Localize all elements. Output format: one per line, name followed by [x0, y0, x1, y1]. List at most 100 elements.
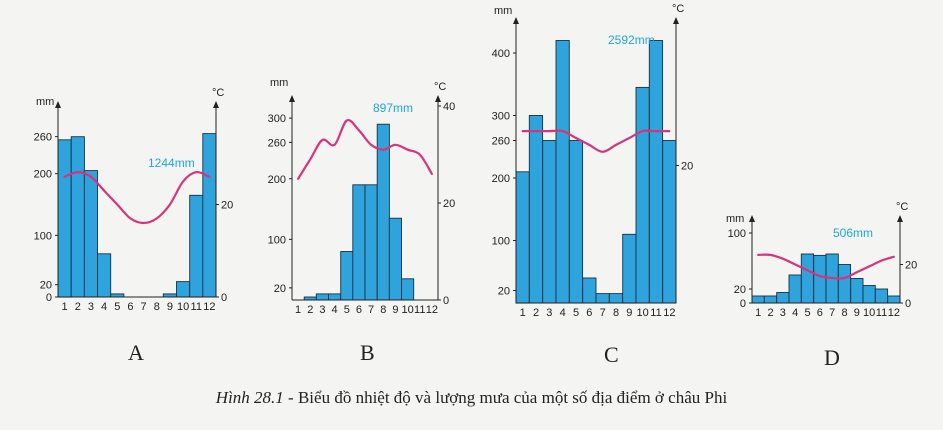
chart-a-rain-bar [57, 139, 72, 298]
chart-b-month-label: 2 [307, 304, 313, 316]
chart-a-month-label: 4 [101, 301, 107, 313]
chart-a-month-label: 5 [114, 301, 120, 313]
chart-c-rain-bar [528, 115, 544, 304]
chart-d-month-label: 2 [767, 307, 773, 319]
chart-c-temp-unit: °C [672, 3, 684, 15]
chart-d-temp-axis-arrow [897, 215, 903, 222]
chart-b-rain-bar [388, 217, 402, 301]
chart-b-month-label: 7 [368, 304, 374, 316]
chart-d-panel-letter: D [824, 345, 840, 370]
chart-d-month-label: 6 [817, 307, 823, 319]
chart-b-month-label: 4 [332, 304, 338, 316]
chart-c-month-label: 6 [586, 307, 592, 319]
chart-d-rain-bar [850, 278, 864, 304]
chart-b-rain-bar [328, 293, 342, 301]
chart-d-month-label: 4 [792, 307, 798, 319]
chart-b-rain-axis-arrow [289, 95, 295, 102]
chart-d-temp-tick-label: 0 [905, 298, 911, 310]
chart-d-month-label: 12 [888, 307, 900, 319]
chart-b-rain-bar [352, 184, 366, 301]
chart-c-month-label: 7 [600, 307, 606, 319]
chart-b-month-label: 12 [426, 304, 438, 316]
chart-d-month-label: 1 [755, 307, 761, 319]
chart-c-rain-unit: mm [494, 5, 512, 17]
chart-b-month-label: 3 [319, 304, 325, 316]
chart-a-rain-bar [189, 194, 204, 298]
caption-text: - Biểu đồ nhiệt độ và lượng mưa của một … [283, 388, 728, 407]
chart-a-rain-unit: mm [36, 96, 54, 108]
chart-b-rain-tick-label: 300 [268, 113, 286, 125]
chart-b-rain-bar [340, 251, 354, 301]
chart-b-rain-unit: mm [270, 77, 288, 89]
chart-c-rain-bar [582, 277, 597, 304]
chart-d-rain-bar [776, 292, 790, 304]
chart-c-month-label: 11 [650, 307, 661, 319]
chart-a-temperature-line [63, 170, 211, 225]
chart-a-temp-unit: °C [212, 87, 224, 99]
chart-d-temp-tick-label: 20 [905, 260, 917, 272]
chart-c-rain-bar [555, 40, 570, 304]
chart-c-rain-tick-label: 260 [492, 136, 510, 148]
chart-a-month-label: 8 [154, 301, 160, 313]
chart-d-rain-bar [874, 288, 889, 304]
chart-c-rain-bar [515, 171, 530, 304]
chart-a-rain-tick-label: 100 [34, 230, 52, 242]
chart-a-rain-tick-label: 20 [40, 280, 52, 292]
chart-d-rain-bar [788, 274, 802, 304]
chart-a-month-label: 10 [177, 301, 189, 313]
chart-c-month-label: 4 [560, 307, 566, 319]
chart-c-rain-tick-label: 400 [492, 48, 510, 60]
chart-c-rain-bar [568, 140, 584, 304]
chart-d-rain-total: 506mm [833, 226, 873, 240]
chart-b-month-label: 8 [380, 304, 386, 316]
chart-d-month-label: 5 [804, 307, 810, 319]
chart-b-month-label: 1 [295, 304, 301, 316]
chart-c-rain-tick-label: 20 [498, 286, 510, 298]
chart-b-month-label: 10 [401, 304, 413, 316]
chart-c-month-label: 8 [613, 307, 619, 319]
chart-c-rain-tick-label: 300 [492, 111, 510, 123]
chart-a-temp-axis-arrow [213, 101, 219, 108]
chart-c-rain-axis-arrow [513, 17, 519, 24]
chart-a-rain-bar [70, 136, 85, 298]
chart-d-temperature-line [757, 253, 895, 280]
chart-c-temperature-line [521, 129, 671, 153]
chart-c-temp-tick-label: 20 [681, 161, 693, 173]
chart-c-rain-bar [662, 140, 677, 304]
chart-b-rain-total: 897mm [373, 101, 413, 115]
chart-a-month-label: 11 [191, 301, 202, 313]
chart-b-rain-tick-label: 100 [268, 234, 286, 246]
chart-c-month-label: 12 [663, 307, 675, 319]
chart-d-rain-tick-label: 0 [740, 298, 746, 310]
chart-b-month-label: 9 [392, 304, 398, 316]
chart-d-rain-bar [887, 295, 901, 304]
chart-a-month-label: 2 [75, 301, 81, 313]
chart-b-rain-tick-label: 260 [268, 137, 286, 149]
chart-b-temp-tick-label: 0 [443, 295, 449, 307]
chart-a-rain-bar [83, 170, 98, 298]
figure-caption: Hình 28.1 - Biểu đồ nhiệt độ và lượng mư… [0, 388, 943, 408]
chart-a-temp-tick-label: 20 [221, 200, 233, 212]
chart-d-rain-bar [751, 295, 765, 304]
chart-c-month-label: 3 [546, 307, 552, 319]
chart-b-temp-tick-label: 40 [443, 101, 455, 113]
chart-a-rain-bar [202, 133, 217, 298]
chart-c-rain-bar [622, 233, 637, 304]
chart-b-panel-letter: B [360, 340, 375, 365]
chart-d-month-label: 10 [863, 307, 875, 319]
chart-d-temp-unit: °C [896, 201, 908, 213]
chart-a-rain-axis-arrow [55, 101, 61, 108]
chart-a-month-label: 1 [62, 301, 68, 313]
chart-c-rain-bar [595, 293, 610, 304]
chart-d-rain-tick-label: 100 [728, 228, 746, 240]
chart-c-rain-total: 2592mm [608, 33, 655, 47]
chart-d-month-label: 8 [841, 307, 847, 319]
chart-b-rain-bar [315, 293, 329, 301]
chart-d-month-label: 7 [829, 307, 835, 319]
chart-b-rain-tick-label: 20 [274, 283, 286, 295]
chart-a-month-label: 12 [203, 301, 215, 313]
chart-a-month-label: 9 [167, 301, 173, 313]
caption-label: Hình 28.1 [215, 388, 284, 407]
chart-b-temp-unit: °C [434, 81, 446, 93]
